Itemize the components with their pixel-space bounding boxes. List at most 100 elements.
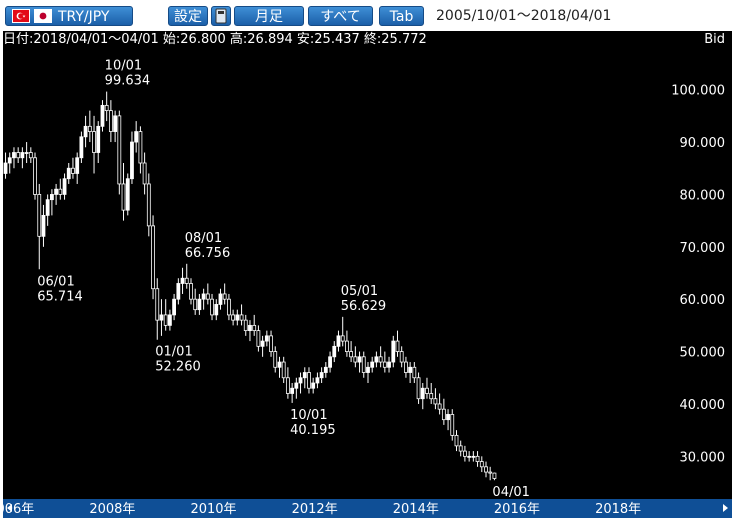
candle-body bbox=[467, 455, 472, 458]
candle-body bbox=[227, 298, 231, 316]
candle-body bbox=[404, 361, 408, 373]
y-tick-label: 100.000 bbox=[671, 84, 725, 99]
candle-body bbox=[420, 387, 425, 400]
candle-body bbox=[96, 125, 101, 153]
candle-body bbox=[349, 351, 354, 358]
scroll-right-arrow-icon bbox=[723, 504, 728, 512]
all-range-button[interactable]: すべて bbox=[308, 6, 373, 26]
candle-body bbox=[340, 335, 345, 342]
candle-body bbox=[492, 472, 497, 479]
candle-body bbox=[370, 361, 375, 368]
candle-body bbox=[184, 277, 189, 284]
y-tick-label: 40.000 bbox=[680, 398, 726, 413]
annotation-value: 56.629 bbox=[341, 299, 387, 314]
y-tick-label: 50.000 bbox=[680, 346, 726, 361]
candle-body bbox=[273, 351, 278, 368]
candle-body bbox=[16, 152, 21, 159]
candle-body bbox=[454, 434, 459, 447]
candle-body bbox=[138, 131, 143, 164]
candle-body bbox=[113, 115, 118, 132]
annotation-value: 52.260 bbox=[155, 360, 201, 375]
candle-body bbox=[260, 340, 265, 347]
candle-body bbox=[366, 366, 370, 373]
candle-body bbox=[50, 194, 54, 201]
candle-body bbox=[222, 293, 227, 300]
candle-body bbox=[71, 167, 75, 174]
candle-body bbox=[450, 414, 455, 436]
candle-body bbox=[3, 162, 8, 174]
candle-body bbox=[151, 225, 155, 290]
candle-body bbox=[79, 136, 84, 159]
candle-body bbox=[189, 283, 193, 300]
candle-body bbox=[328, 356, 332, 368]
candle-body bbox=[281, 361, 286, 379]
turkey-flag-icon bbox=[12, 9, 30, 23]
candle-body bbox=[205, 293, 210, 300]
x-tick-label: 2012年 bbox=[292, 502, 338, 517]
candle-body bbox=[231, 314, 236, 321]
candle-body bbox=[243, 319, 248, 332]
candle-body bbox=[264, 335, 269, 342]
candle-body bbox=[210, 298, 214, 316]
calculator-button[interactable] bbox=[211, 6, 231, 26]
candle-body bbox=[311, 382, 316, 389]
candle-body bbox=[399, 351, 404, 363]
candle-body bbox=[441, 408, 446, 421]
candle-body bbox=[163, 314, 168, 326]
candle-body bbox=[12, 152, 16, 159]
scroll-left-arrow-icon bbox=[7, 504, 12, 512]
candle-body bbox=[391, 340, 396, 363]
toolbar: TRY/JPY 設定 月足 すべて Tab 2005/10/01～2018/04… bbox=[0, 0, 735, 31]
candle-body bbox=[218, 293, 223, 305]
candle-body bbox=[484, 466, 488, 473]
candle-body bbox=[201, 293, 206, 300]
candle-body bbox=[425, 387, 429, 394]
candle-body bbox=[193, 298, 198, 311]
candlestick-chart[interactable]: 30.000 40.000 50.000 60.000 70.000 80.000 90.0… bbox=[3, 31, 732, 518]
candle-body bbox=[130, 141, 134, 180]
candle-body bbox=[361, 356, 366, 373]
settings-button[interactable]: 設定 bbox=[168, 6, 208, 26]
chart-canvas[interactable]: 30.000 40.000 50.000 60.000 70.000 80.000 90.0… bbox=[3, 31, 732, 518]
candle-body bbox=[412, 366, 417, 379]
candle-body bbox=[87, 125, 92, 132]
candle-body bbox=[7, 157, 12, 164]
annotation-date: 05/01 bbox=[341, 284, 378, 299]
candle-body bbox=[20, 152, 25, 159]
candle-body bbox=[332, 345, 337, 358]
candle-body bbox=[433, 398, 438, 405]
candle-body bbox=[235, 314, 240, 321]
candle-body bbox=[125, 178, 130, 211]
candle-body bbox=[462, 450, 467, 457]
candle-body bbox=[24, 152, 29, 154]
annotation-value: 99.634 bbox=[105, 74, 151, 89]
annotation-date: 10/01 bbox=[290, 408, 327, 423]
date-range-text: 2005/10/01～2018/04/01 bbox=[436, 8, 612, 24]
tab-button[interactable]: Tab bbox=[379, 6, 424, 26]
y-tick-label: 30.000 bbox=[680, 450, 726, 465]
x-tick-label: 2010年 bbox=[190, 502, 236, 517]
candle-body bbox=[277, 361, 282, 368]
annotation-value: 40.195 bbox=[290, 423, 336, 438]
candle-body bbox=[471, 455, 476, 458]
candle-body bbox=[117, 115, 122, 185]
candle-body bbox=[92, 131, 96, 153]
candle-body bbox=[176, 283, 181, 300]
candle-body bbox=[134, 131, 139, 143]
candle-body bbox=[446, 414, 450, 421]
candle-body bbox=[33, 157, 37, 195]
y-tick-label: 60.000 bbox=[680, 293, 726, 308]
candle-body bbox=[458, 445, 463, 452]
candle-body bbox=[75, 157, 80, 174]
candle-body bbox=[408, 366, 413, 373]
candle-body bbox=[395, 340, 400, 352]
annotation-date: 06/01 bbox=[37, 274, 74, 289]
currency-pair-button[interactable]: TRY/JPY bbox=[5, 6, 133, 26]
candle-body bbox=[429, 393, 434, 400]
annotation-date: 01/01 bbox=[155, 345, 192, 360]
candle-body bbox=[155, 288, 160, 321]
y-tick-label: 90.000 bbox=[680, 136, 726, 151]
candle-body bbox=[475, 455, 480, 462]
period-button[interactable]: 月足 bbox=[234, 6, 304, 26]
candle-body bbox=[104, 104, 109, 112]
